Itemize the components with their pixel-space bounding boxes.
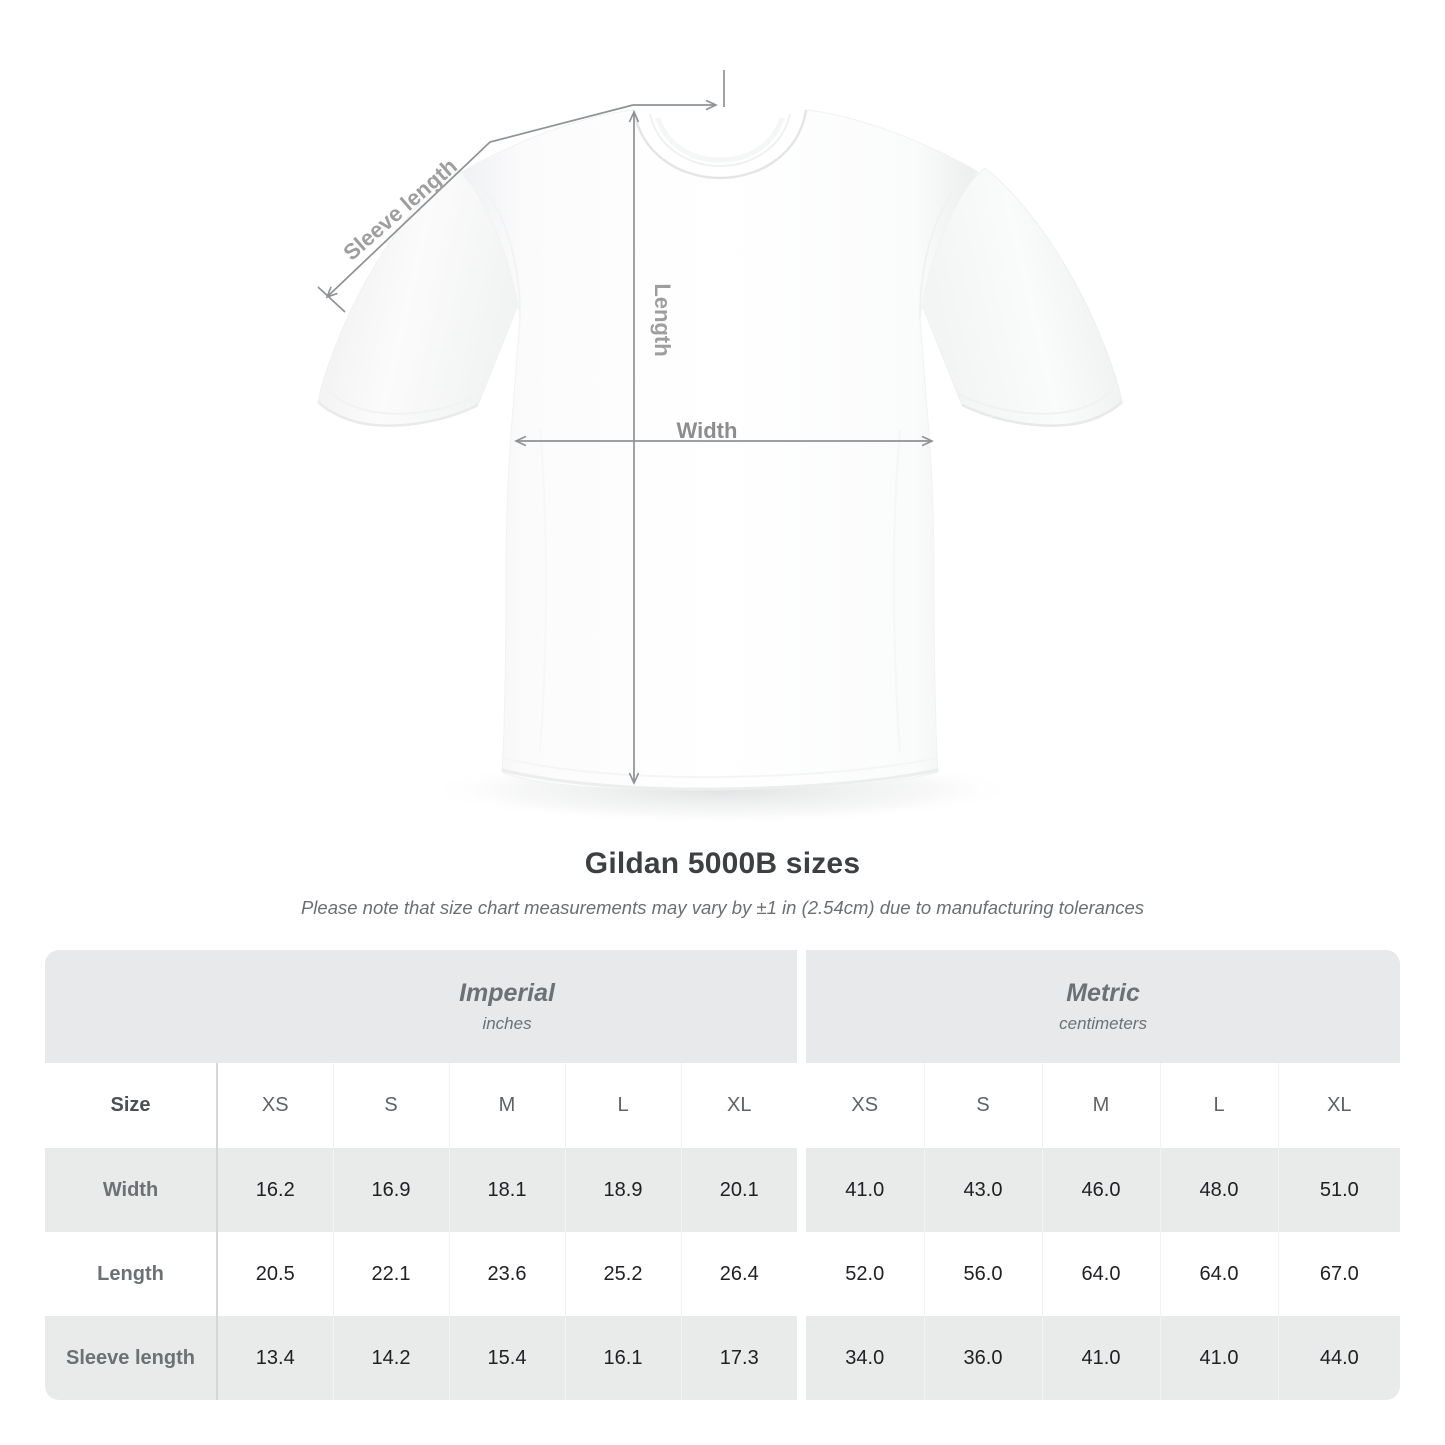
cell-sleeve-metric-xl: 44.0 [1278, 1316, 1401, 1400]
cell-length-metric-m: 64.0 [1042, 1232, 1161, 1316]
cell-width-imperial-xl: 20.1 [681, 1148, 798, 1232]
cell-length-imperial-s: 22.1 [333, 1232, 450, 1316]
left-shoulder-seam [461, 171, 521, 319]
cell-length-metric-s: 56.0 [924, 1232, 1043, 1316]
row-label-sleeve-length: Sleeve length [45, 1316, 218, 1400]
group-header-spacer [45, 950, 217, 1063]
header-metric-l: L [1160, 1063, 1279, 1148]
cell-width-metric-m: 46.0 [1042, 1148, 1161, 1232]
header-metric-xl: XL [1278, 1063, 1401, 1148]
sleeve-length-line [327, 104, 634, 297]
cell-length-imperial-m: 23.6 [449, 1232, 566, 1316]
sleeve-length-end-tick [317, 286, 346, 313]
group-metric-unit: centimeters [1059, 1013, 1147, 1033]
cell-length-imperial-xs: 20.5 [217, 1232, 334, 1316]
shirt-silhouette [317, 109, 1123, 791]
header-imperial-xl: XL [681, 1063, 798, 1148]
tshirt-illustration: Sleeve length Length Width [317, 70, 1123, 824]
header-metric-s: S [924, 1063, 1043, 1148]
cell-sleeve-imperial-m: 15.4 [449, 1316, 566, 1400]
cell-sleeve-metric-s: 36.0 [924, 1316, 1043, 1400]
row-label-width: Width [45, 1148, 218, 1232]
unit-group-header-row: Imperial inches Metric centimeters [45, 950, 1401, 1063]
cell-width-imperial-xs: 16.2 [217, 1148, 334, 1232]
cell-sleeve-metric-l: 41.0 [1160, 1316, 1279, 1400]
table-row: Length 20.5 22.1 23.6 25.2 26.4 52.0 56.… [45, 1232, 1401, 1316]
shirt-collar-ribbing [655, 117, 785, 163]
group-imperial-unit: inches [482, 1013, 532, 1033]
right-sleeve-cuff-inner [957, 389, 1114, 415]
shirt-collar-outer [632, 109, 808, 180]
cell-width-metric-xs: 41.0 [806, 1148, 925, 1232]
dimension-lines [317, 70, 932, 783]
header-size-label: Size [45, 1063, 218, 1148]
shirt-hem-inner [502, 757, 938, 779]
header-imperial-s: S [333, 1063, 450, 1148]
cell-width-metric-s: 43.0 [924, 1148, 1043, 1232]
size-chart-table-wrapper: Imperial inches Metric centimeters Size … [45, 950, 1401, 1400]
table-row: Width 16.2 16.9 18.1 18.9 20.1 41.0 43.0… [45, 1148, 1401, 1232]
width-label: Width [677, 418, 738, 443]
cell-sleeve-metric-m: 41.0 [1042, 1316, 1161, 1400]
group-header-imperial: Imperial inches [217, 950, 798, 1063]
size-header-row: Size XS S M L XL XS S M L XL [45, 1063, 1401, 1148]
fabric-fold-left [539, 429, 547, 753]
chart-header: Gildan 5000B sizes Please note that size… [0, 845, 1445, 920]
cell-sleeve-imperial-xl: 17.3 [681, 1316, 798, 1400]
row-group-spacer [797, 1232, 807, 1316]
cell-length-metric-l: 64.0 [1160, 1232, 1279, 1316]
cell-sleeve-imperial-l: 16.1 [565, 1316, 682, 1400]
header-group-spacer [797, 1063, 807, 1148]
row-group-spacer [797, 1316, 807, 1400]
cell-width-imperial-s: 16.9 [333, 1148, 450, 1232]
row-label-length: Length [45, 1232, 218, 1316]
group-metric-name: Metric [1066, 978, 1140, 1007]
cell-length-metric-xl: 67.0 [1278, 1232, 1401, 1316]
length-label: Length [650, 283, 675, 356]
cell-length-imperial-l: 25.2 [565, 1232, 682, 1316]
row-group-spacer [797, 1148, 807, 1232]
group-divider-spacer [797, 950, 807, 1063]
cell-length-metric-xs: 52.0 [806, 1232, 925, 1316]
cell-sleeve-imperial-xs: 13.4 [217, 1316, 334, 1400]
right-sleeve-cuff [961, 401, 1123, 427]
page-title: Gildan 5000B sizes [584, 847, 861, 880]
header-imperial-xs: XS [217, 1063, 334, 1148]
shirt-hem [501, 768, 939, 791]
group-imperial-name: Imperial [459, 978, 555, 1007]
header-metric-m: M [1042, 1063, 1161, 1148]
cell-width-imperial-l: 18.9 [565, 1148, 682, 1232]
cell-width-metric-xl: 51.0 [1278, 1148, 1401, 1232]
cell-sleeve-metric-xs: 34.0 [806, 1316, 925, 1400]
table-row: Sleeve length 13.4 14.2 15.4 16.1 17.3 3… [45, 1316, 1401, 1400]
header-imperial-l: L [565, 1063, 682, 1148]
group-header-metric: Metric centimeters [806, 950, 1401, 1063]
size-chart-table: Imperial inches Metric centimeters Size … [45, 950, 1401, 1400]
header-metric-xs: XS [806, 1063, 925, 1148]
cell-length-imperial-xl: 26.4 [681, 1232, 798, 1316]
header-imperial-m: M [449, 1063, 566, 1148]
cell-width-imperial-m: 18.1 [449, 1148, 566, 1232]
right-shoulder-seam [919, 171, 979, 319]
left-sleeve-cuff [317, 401, 479, 427]
cell-width-metric-l: 48.0 [1160, 1148, 1279, 1232]
shirt-body [461, 109, 979, 791]
cell-sleeve-imperial-s: 14.2 [333, 1316, 450, 1400]
fabric-fold-right [893, 429, 901, 753]
tolerance-note: Please note that size chart measurements… [300, 897, 1145, 918]
shirt-collar-inner [649, 113, 791, 168]
left-sleeve-cuff-inner [326, 389, 483, 415]
